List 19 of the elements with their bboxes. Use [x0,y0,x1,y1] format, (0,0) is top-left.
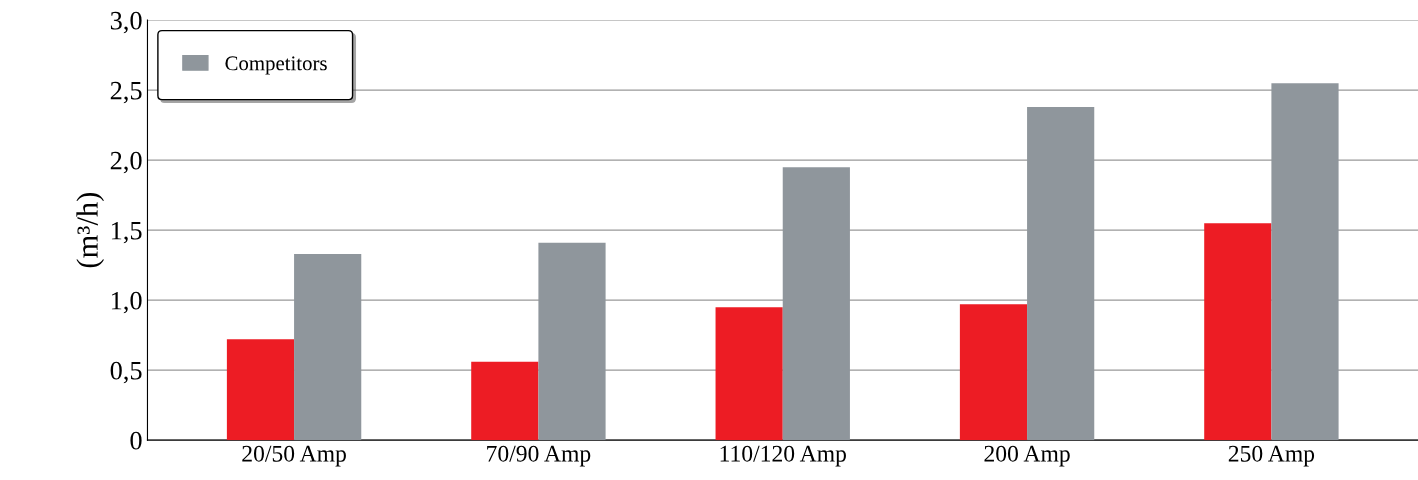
bar [715,307,783,441]
y-tick-label: 0,5 [110,361,142,384]
y-tick-label: 2,0 [110,151,142,174]
y-tick-label: 1,5 [111,221,142,244]
x-tick-label: 20/50 Amp [242,445,346,467]
y-tick-label: 1,0 [111,291,142,314]
legend-label: Competitors [225,56,327,75]
x-tick-label: 70/90 Amp [487,445,591,467]
bar [1204,223,1272,441]
x-tick-label: 250 Amp [1228,445,1315,467]
bar [959,304,1028,441]
y-tick-label: 2,5 [110,81,142,104]
bar [226,339,295,441]
x-tick-label: 200 Amp [984,445,1070,467]
x-tick-label: 110/120 Amp [720,445,846,467]
y-tick-label: 0 [130,431,142,450]
y-tick-label: 3,0 [110,11,142,34]
bar [471,361,539,441]
y-axis-title: (m³/h) [76,192,105,268]
